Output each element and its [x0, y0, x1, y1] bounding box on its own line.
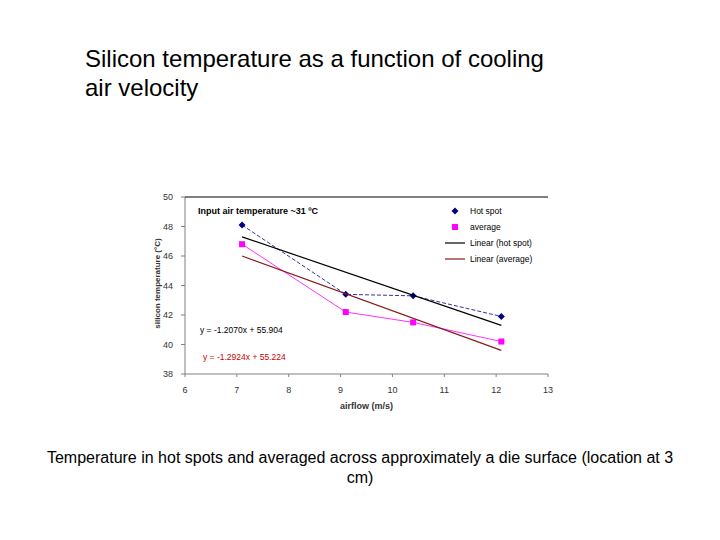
y-tick: [181, 226, 185, 227]
x-tick: [444, 374, 445, 377]
legend-marker: [452, 208, 459, 215]
x-tick: [392, 374, 393, 377]
y-tick: [181, 256, 185, 257]
x-tick: [548, 374, 549, 377]
legend-label: Linear (average): [470, 254, 533, 264]
x-tick: [236, 374, 237, 377]
data-point: [239, 241, 245, 247]
x-tick-label: 7: [234, 385, 239, 395]
data-point: [498, 313, 505, 320]
y-tick: [181, 197, 185, 198]
annotation: y = -1.2924x + 55.224: [203, 352, 286, 362]
x-tick: [496, 374, 497, 377]
y-tick: [181, 315, 185, 316]
legend-line: [445, 258, 465, 259]
plot-top: [185, 197, 548, 198]
y-tick-label: 42: [163, 310, 173, 320]
x-axis-label: airflow (m/s): [340, 401, 393, 411]
x-tick-label: 9: [338, 385, 343, 395]
data-point: [239, 222, 246, 229]
x-tick-label: 13: [543, 385, 553, 395]
series-line: [242, 237, 501, 326]
x-tick-label: 11: [440, 385, 449, 395]
x-axis: [185, 374, 548, 375]
legend-label: average: [470, 222, 501, 232]
data-point: [410, 319, 416, 325]
x-tick-label: 6: [182, 385, 187, 395]
data-point: [498, 339, 504, 345]
annotation: Input air temperature ~31 ºC: [198, 206, 319, 216]
legend-label: Linear (hot spot): [470, 238, 532, 248]
x-tick-label: 10: [387, 385, 397, 395]
y-tick-label: 44: [163, 281, 173, 291]
legend-marker: [452, 224, 458, 230]
caption: Temperature in hot spots and averaged ac…: [40, 448, 680, 488]
series-line: [242, 256, 501, 350]
legend: Hot spot average Linear (hot spot) Linear (…: [445, 206, 533, 264]
x-tick-label: 8: [286, 385, 291, 395]
title: Silicon temperature as a function of coo…: [85, 44, 555, 102]
y-tick-label: 48: [163, 222, 173, 232]
y-tick-label: 38: [163, 369, 173, 379]
data-point: [343, 309, 349, 315]
y-tick: [181, 285, 185, 286]
x-tick: [185, 374, 186, 377]
y-tick-label: 40: [163, 340, 173, 350]
y-tick-label: 46: [163, 251, 173, 261]
y-axis-label: silicon temperature (°C): [153, 238, 162, 329]
legend-label: Hot spot: [470, 206, 502, 216]
annotation: y = -1.2070x + 55.904: [200, 325, 283, 335]
y-tick-label: 50: [163, 192, 173, 202]
legend-line: [445, 242, 465, 243]
y-tick: [181, 374, 185, 375]
x-tick: [340, 374, 341, 377]
x-tick-label: 12: [491, 385, 501, 395]
y-tick: [181, 344, 185, 345]
x-tick: [288, 374, 289, 377]
